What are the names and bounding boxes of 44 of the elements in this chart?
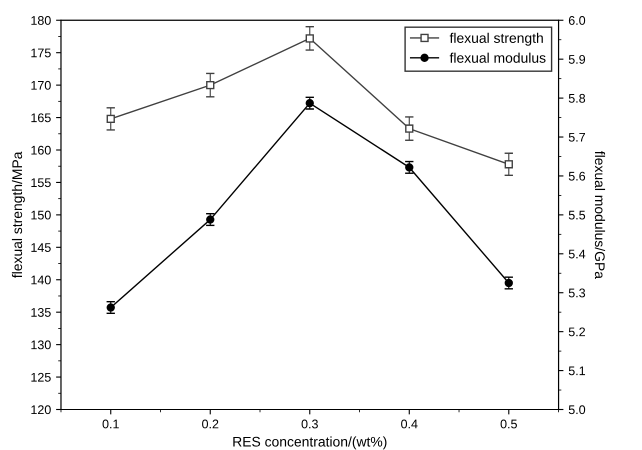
- y-tick-label: 150: [31, 210, 51, 220]
- point: [106, 114, 115, 124]
- y-tick-label: 130: [31, 340, 51, 350]
- y-tick-label: 175: [31, 48, 51, 58]
- x-tick-label: 0.2: [202, 420, 218, 428]
- y-tick-label: 125: [31, 372, 51, 382]
- y-tick-label: 145: [31, 243, 51, 252]
- y-tick-label: 180: [31, 16, 51, 25]
- point: [405, 124, 414, 133]
- point: [504, 160, 513, 168]
- point: [306, 34, 314, 43]
- y-tick-label: 165: [31, 113, 51, 122]
- y2-tick-label: 5.9: [568, 54, 586, 64]
- legend-label: flexual strength: [450, 32, 543, 46]
- point: [106, 303, 115, 312]
- y2-tick-label: 5.2: [568, 327, 586, 336]
- x-tick-label: 0.5: [500, 420, 517, 428]
- y-tick-label: 170: [31, 80, 51, 90]
- point: [504, 278, 513, 288]
- y2-tick-label: 5.0: [568, 405, 586, 414]
- y2-tick-label: 5.7: [568, 132, 586, 142]
- y2-tick-label: 5.1: [568, 366, 586, 376]
- point: [206, 80, 214, 90]
- y2-tick-label: 5.4: [568, 250, 586, 258]
- point: [405, 163, 414, 172]
- y2-tick-label: 6.0: [568, 16, 586, 25]
- y-tick-label: 140: [31, 276, 51, 284]
- y2-tick-label: 5.8: [568, 94, 586, 103]
- y-tick-label: 160: [31, 146, 51, 155]
- y-tick-label: 120: [31, 405, 51, 414]
- legend-label: flexual modulus: [450, 52, 546, 63]
- point: [306, 98, 314, 108]
- point: [206, 215, 214, 224]
- x-axis-title: RES concentration/(wt%): [233, 436, 386, 450]
- y2-tick-label: 5.5: [568, 210, 586, 220]
- x-tick-label: 0.1: [102, 420, 119, 428]
- x-tick-label: 0.3: [302, 420, 318, 428]
- y-tick-label: 135: [31, 308, 51, 317]
- x-tick-label: 0.4: [401, 420, 418, 428]
- y-axis-title: flexual strength/MPa: [12, 152, 25, 278]
- y2-tick-label: 5.3: [568, 288, 586, 298]
- y-tick-label: 155: [31, 178, 51, 188]
- y2-axis-title: flexual modulus/GPa: [594, 151, 606, 279]
- y2-tick-label: 5.6: [568, 172, 586, 181]
